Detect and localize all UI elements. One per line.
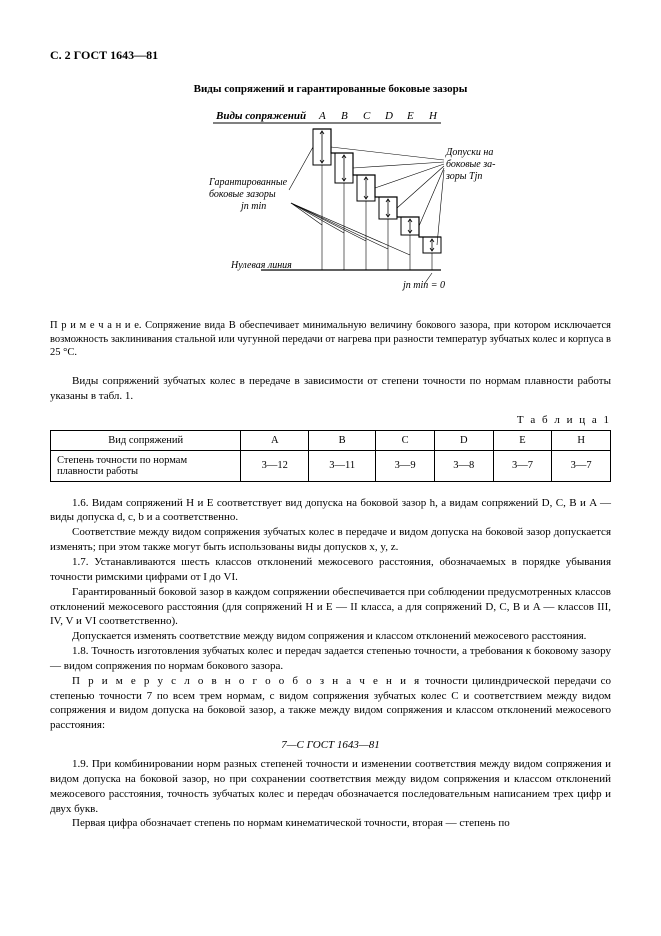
col-E: E xyxy=(493,430,552,450)
row-label: Степень точности по нормам плавности раб… xyxy=(51,450,241,481)
svg-letter-C: C xyxy=(363,110,371,122)
table-row: Вид сопряжений A B C D E H xyxy=(51,430,611,450)
cell: 3—7 xyxy=(552,450,611,481)
cell: 3—12 xyxy=(241,450,309,481)
svg-letter-D: D xyxy=(384,110,393,122)
intro-para: Виды сопряжений зубчатых колес в передач… xyxy=(50,374,611,404)
p17c: Допускается изменять соответствие между … xyxy=(50,629,611,644)
col-A: A xyxy=(241,430,309,450)
col-C: C xyxy=(376,430,435,450)
p17: 1.7. Устанавливаются шесть классов откло… xyxy=(50,555,611,585)
cell: 3—11 xyxy=(309,450,376,481)
svg-letter-E: E xyxy=(406,110,414,122)
p19b: Первая цифра обозначает степень по норма… xyxy=(50,816,611,831)
table-1: Вид сопряжений A B C D E H Степень точно… xyxy=(50,430,611,482)
cell: 3—9 xyxy=(376,450,435,481)
p16: 1.6. Видам сопряжений H и E соответствуе… xyxy=(50,496,611,526)
col-H: H xyxy=(552,430,611,450)
designation: 7—C ГОСТ 1643—81 xyxy=(50,739,611,751)
table-row: Степень точности по нормам плавности раб… xyxy=(51,450,611,481)
page-header: С. 2 ГОСТ 1643—81 xyxy=(50,48,611,63)
svg-zero: jn min = 0 xyxy=(401,280,445,291)
p16b: Соответствие между видом сопряжения зубч… xyxy=(50,525,611,555)
col-B: B xyxy=(309,430,376,450)
svg-letter-H: H xyxy=(428,110,438,122)
p18ex: П р и м е р у с л о в н о г о о б о з н … xyxy=(50,674,611,733)
svg-letter-B: B xyxy=(341,110,348,122)
col-header: Вид сопряжений xyxy=(51,430,241,450)
note-text: П р и м е ч а н и е. Сопряжение вида B о… xyxy=(50,319,611,360)
svg-letter-A: A xyxy=(318,110,326,122)
p18: 1.8. Точность изготовления зубчатых коле… xyxy=(50,644,611,674)
figure-container: Виды сопряжений A B C D E H xyxy=(50,105,611,305)
cell: 3—8 xyxy=(434,450,493,481)
example-label: П р и м е р у с л о в н о г о о б о з н … xyxy=(72,675,421,687)
page: С. 2 ГОСТ 1643—81 Виды сопряжений и гара… xyxy=(0,0,661,871)
table-caption: Т а б л и ц а 1 xyxy=(50,414,611,426)
col-D: D xyxy=(434,430,493,450)
p17b: Гарантированный боковой зазор в каждом с… xyxy=(50,585,611,630)
coupling-diagram: Виды сопряжений A B C D E H xyxy=(141,105,521,305)
svg-top-label: Виды сопряжений xyxy=(215,110,306,122)
p19: 1.9. При комбинировании норм разных степ… xyxy=(50,757,611,816)
cell: 3—7 xyxy=(493,450,552,481)
figure-title: Виды сопряжений и гарантированные боковы… xyxy=(50,83,611,95)
svg-bottom: Нулевая линия xyxy=(230,260,292,271)
